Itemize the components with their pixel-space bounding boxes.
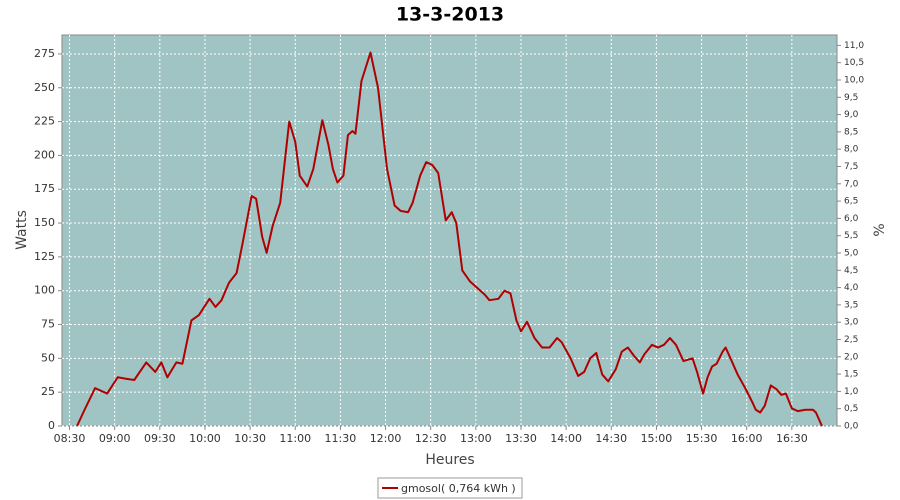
x-tick-label: 15:30	[686, 432, 718, 445]
y2-tick-label: 2,5	[844, 335, 858, 345]
x-axis-label: Heures	[425, 452, 474, 468]
legend-label: gmosol( 0,764 kWh )	[401, 482, 516, 495]
y2-tick-label: 5,0	[844, 248, 859, 258]
y-tick-label: 275	[34, 47, 55, 60]
y2-tick-label: 0,0	[844, 422, 859, 432]
y2-tick-label: 3,5	[844, 300, 858, 310]
x-tick-label: 13:00	[460, 432, 492, 445]
x-tick-label: 15:00	[641, 432, 673, 445]
y-tick-label: 225	[34, 115, 55, 128]
y-tick-label: 50	[41, 351, 55, 364]
y2-tick-label: 10,5	[844, 58, 864, 68]
y2-tick-label: 8,0	[844, 145, 859, 155]
y-axis-label: Watts	[14, 210, 30, 250]
y2-tick-label: 7,0	[844, 179, 859, 189]
y2-tick-label: 1,0	[844, 387, 859, 397]
chart-title: 13-3-2013	[396, 4, 504, 26]
y2-tick-label: 6,5	[844, 197, 858, 207]
y2-tick-label: 11,0	[844, 41, 864, 51]
y2-tick-label: 7,5	[844, 162, 858, 172]
x-tick-label: 12:00	[370, 432, 402, 445]
y-tick-label: 0	[48, 419, 55, 432]
x-tick-label: 10:00	[189, 432, 221, 445]
x-tick-label: 10:30	[234, 432, 266, 445]
x-tick-label: 12:30	[415, 432, 447, 445]
y2-tick-label: 9,5	[844, 93, 858, 103]
y2-tick-label: 9,0	[844, 110, 859, 120]
y-tick-label: 250	[34, 81, 55, 94]
x-tick-label: 14:00	[550, 432, 582, 445]
y2-tick-label: 8,5	[844, 127, 858, 137]
legend-box	[377, 477, 523, 499]
y2-tick-label: 4,0	[844, 283, 859, 293]
x-tick-label: 13:30	[505, 432, 537, 445]
y2-tick-label: 5,5	[844, 231, 858, 241]
data-line	[76, 51, 823, 427]
y2-tick-label: 2,0	[844, 352, 859, 362]
plot-area	[61, 34, 838, 427]
y-tick-label: 25	[41, 385, 55, 398]
y-tick-label: 125	[34, 250, 55, 263]
y2-axis-label: %	[872, 223, 888, 236]
y-tick-label: 175	[34, 182, 55, 195]
x-tick-label: 08:30	[54, 432, 86, 445]
x-tick-label: 09:00	[99, 432, 131, 445]
y-tick-label: 100	[34, 284, 55, 297]
x-tick-label: 11:00	[279, 432, 311, 445]
y2-tick-label: 3,0	[844, 318, 859, 328]
legend: gmosol( 0,764 kWh )	[377, 477, 523, 499]
x-tick-label: 11:30	[325, 432, 357, 445]
y2-tick-label: 4,5	[844, 266, 858, 276]
y-tick-label: 75	[41, 318, 55, 331]
y2-tick-label: 6,0	[844, 214, 859, 224]
y2-tick-label: 0,5	[844, 404, 858, 414]
y2-tick-label: 1,5	[844, 370, 858, 380]
x-tick-label: 16:30	[776, 432, 808, 445]
x-tick-label: 16:00	[731, 432, 763, 445]
x-tick-label: 09:30	[144, 432, 176, 445]
x-tick-label: 14:30	[595, 432, 627, 445]
y2-tick-label: 10,0	[844, 75, 864, 85]
y-tick-label: 150	[34, 216, 55, 229]
y-tick-label: 200	[34, 148, 55, 161]
